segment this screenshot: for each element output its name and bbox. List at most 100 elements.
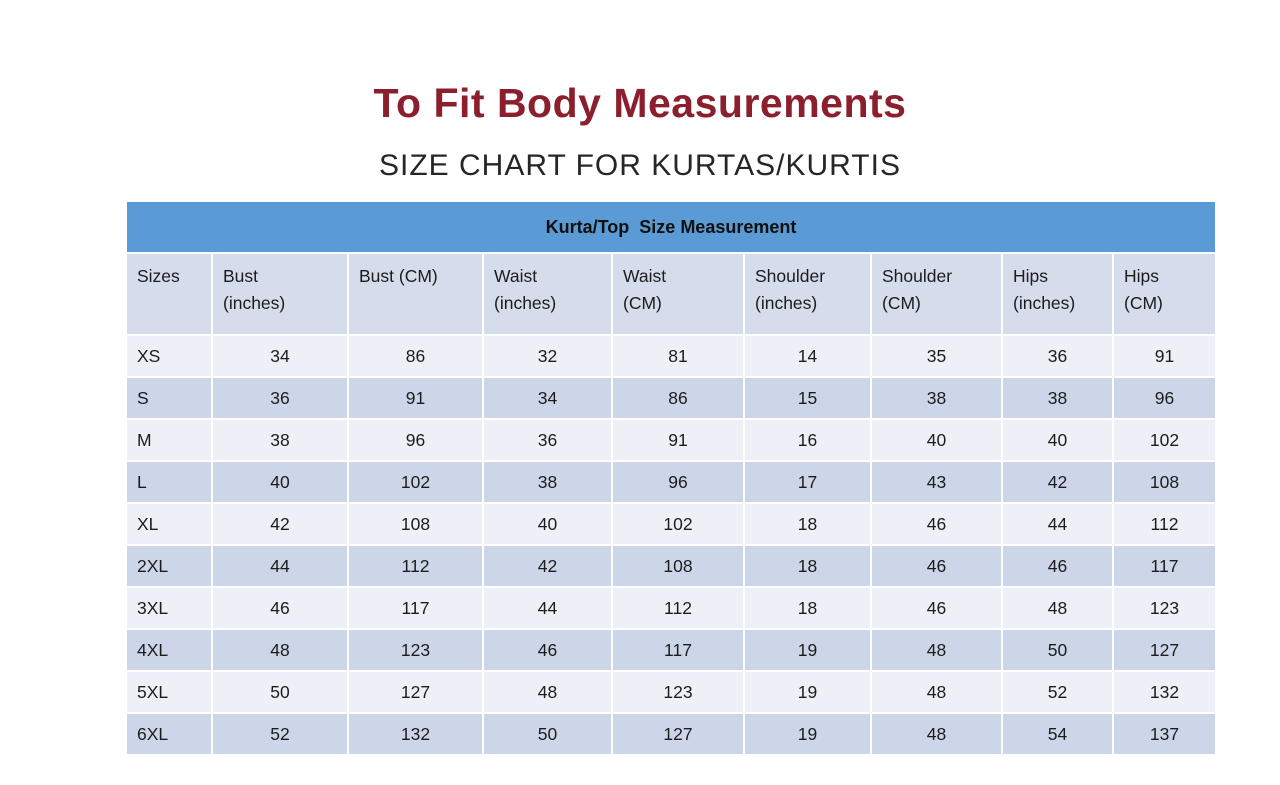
measurement-cell: 36	[213, 378, 347, 418]
measurement-cell: 52	[213, 714, 347, 754]
measurement-cell: 117	[1114, 546, 1216, 586]
column-header: Hips (CM)	[1114, 254, 1216, 334]
table-row: 5XL 50 127 48 123 19 48 52 132	[127, 672, 1216, 712]
size-label: XL	[127, 504, 211, 544]
measurement-cell: 108	[1114, 462, 1216, 502]
measurement-cell: 50	[1003, 630, 1112, 670]
measurement-cell: 38	[872, 378, 1001, 418]
size-label: 5XL	[127, 672, 211, 712]
measurement-cell: 40	[484, 504, 611, 544]
page: To Fit Body Measurements SIZE CHART FOR …	[0, 80, 1280, 785]
measurement-cell: 34	[484, 378, 611, 418]
table-row: L 40 102 38 96 17 43 42 108	[127, 462, 1216, 502]
measurement-cell: 48	[484, 672, 611, 712]
measurement-cell: 52	[1003, 672, 1112, 712]
measurement-cell: 81	[613, 336, 743, 376]
table-row: 4XL 48 123 46 117 19 48 50 127	[127, 630, 1216, 670]
measurement-cell: 40	[1003, 420, 1112, 460]
size-label: L	[127, 462, 211, 502]
measurement-cell: 40	[872, 420, 1001, 460]
measurement-cell: 96	[613, 462, 743, 502]
measurement-cell: 50	[213, 672, 347, 712]
measurement-cell: 112	[613, 588, 743, 628]
measurement-cell: 40	[213, 462, 347, 502]
measurement-cell: 127	[613, 714, 743, 754]
page-subtitle: SIZE CHART FOR KURTAS/KURTIS	[379, 149, 901, 182]
measurement-cell: 14	[745, 336, 870, 376]
measurement-cell: 137	[1114, 714, 1216, 754]
measurement-cell: 46	[872, 588, 1001, 628]
measurement-cell: 16	[745, 420, 870, 460]
measurement-cell: 123	[1114, 588, 1216, 628]
measurement-cell: 91	[349, 378, 482, 418]
measurement-cell: 50	[484, 714, 611, 754]
measurement-cell: 15	[745, 378, 870, 418]
measurement-cell: 127	[1114, 630, 1216, 670]
table-header-row: Sizes Bust (inches) Bust (CM) Waist (inches…	[127, 254, 1216, 334]
measurement-cell: 48	[213, 630, 347, 670]
measurement-cell: 18	[745, 588, 870, 628]
measurement-cell: 127	[349, 672, 482, 712]
measurement-cell: 46	[1003, 546, 1112, 586]
measurement-cell: 48	[872, 630, 1001, 670]
measurement-cell: 117	[613, 630, 743, 670]
measurement-cell: 54	[1003, 714, 1112, 754]
table-row: M 38 96 36 91 16 40 40 102	[127, 420, 1216, 460]
column-header: Hips (inches)	[1003, 254, 1112, 334]
measurement-cell: 46	[872, 546, 1001, 586]
measurement-cell: 48	[1003, 588, 1112, 628]
table-body: XS 34 86 32 81 14 35 36 91 S 36 91 34 86 15 38 38 96 M 38 96…	[127, 336, 1216, 754]
size-label: 2XL	[127, 546, 211, 586]
measurement-cell: 112	[349, 546, 482, 586]
measurement-cell: 18	[745, 504, 870, 544]
measurement-cell: 42	[213, 504, 347, 544]
page-title: To Fit Body Measurements	[373, 80, 907, 126]
measurement-cell: 36	[1003, 336, 1112, 376]
measurement-cell: 132	[1114, 672, 1216, 712]
measurement-cell: 43	[872, 462, 1001, 502]
measurement-cell: 108	[349, 504, 482, 544]
measurement-cell: 18	[745, 546, 870, 586]
measurement-cell: 34	[213, 336, 347, 376]
table-row: 3XL 46 117 44 112 18 46 48 123	[127, 588, 1216, 628]
measurement-cell: 48	[872, 672, 1001, 712]
size-chart-table: Kurta/Top Size Measurement Sizes Bust (in…	[125, 200, 1217, 756]
measurement-cell: 132	[349, 714, 482, 754]
column-header: Sizes	[127, 254, 211, 334]
column-header: Waist (CM)	[613, 254, 743, 334]
measurement-cell: 86	[349, 336, 482, 376]
size-label: XS	[127, 336, 211, 376]
measurement-cell: 42	[484, 546, 611, 586]
measurement-cell: 123	[613, 672, 743, 712]
size-label: 6XL	[127, 714, 211, 754]
table-row: XS 34 86 32 81 14 35 36 91	[127, 336, 1216, 376]
measurement-cell: 102	[1114, 420, 1216, 460]
measurement-cell: 96	[1114, 378, 1216, 418]
measurement-cell: 38	[484, 462, 611, 502]
measurement-cell: 86	[613, 378, 743, 418]
table-row: 2XL 44 112 42 108 18 46 46 117	[127, 546, 1216, 586]
measurement-cell: 102	[613, 504, 743, 544]
column-header: Bust (CM)	[349, 254, 482, 334]
measurement-cell: 19	[745, 630, 870, 670]
measurement-cell: 44	[213, 546, 347, 586]
column-header: Bust (inches)	[213, 254, 347, 334]
measurement-cell: 35	[872, 336, 1001, 376]
table-row: S 36 91 34 86 15 38 38 96	[127, 378, 1216, 418]
measurement-cell: 46	[484, 630, 611, 670]
table-caption-row: Kurta/Top Size Measurement	[127, 202, 1216, 252]
table-caption: Kurta/Top Size Measurement	[127, 202, 1216, 252]
table-row: XL 42 108 40 102 18 46 44 112	[127, 504, 1216, 544]
size-label: 3XL	[127, 588, 211, 628]
measurement-cell: 17	[745, 462, 870, 502]
measurement-cell: 112	[1114, 504, 1216, 544]
measurement-cell: 38	[1003, 378, 1112, 418]
measurement-cell: 117	[349, 588, 482, 628]
size-label: 4XL	[127, 630, 211, 670]
measurement-cell: 42	[1003, 462, 1112, 502]
size-label: S	[127, 378, 211, 418]
measurement-cell: 91	[1114, 336, 1216, 376]
measurement-cell: 44	[484, 588, 611, 628]
measurement-cell: 44	[1003, 504, 1112, 544]
column-header: Waist (inches)	[484, 254, 611, 334]
